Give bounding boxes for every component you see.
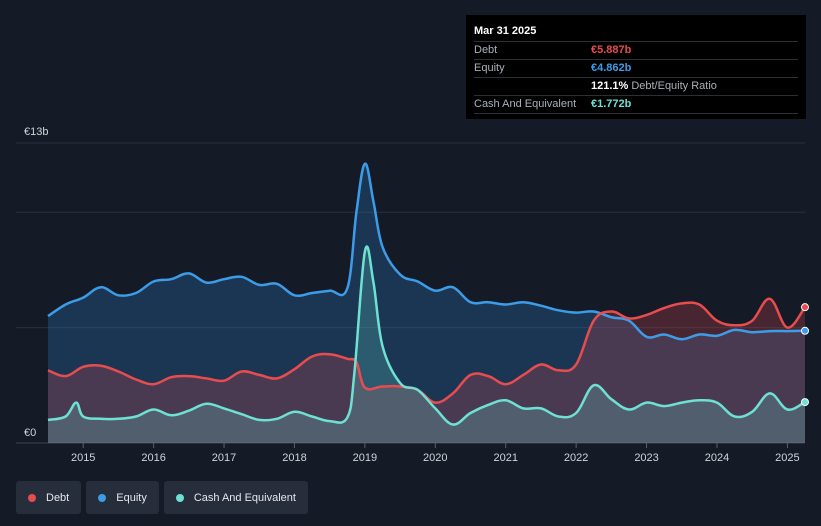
tooltip-ratio-caption: Debt/Equity Ratio <box>631 80 717 92</box>
tooltip-row-cash: Cash And Equivalent €1.772b <box>474 95 798 114</box>
x-axis-ticks: 2015 2016 2017 2018 2019 2020 2021 2022 2023 2024… <box>71 443 800 464</box>
x-tick-2016: 2016 <box>141 452 165 464</box>
chart-lines <box>47 162 807 426</box>
x-tick-2023: 2023 <box>634 452 658 464</box>
tooltip-value-cash: €1.772b <box>591 98 632 110</box>
x-tick-2020: 2020 <box>423 452 447 464</box>
endpoint-equity <box>801 326 809 335</box>
x-tick-2019: 2019 <box>353 452 377 464</box>
chart-grid <box>16 142 805 444</box>
y-tick-zero: €0 <box>24 427 36 439</box>
endpoint-debt <box>801 303 809 312</box>
tooltip-date: Mar 31 2025 <box>474 25 537 37</box>
x-tick-2017: 2017 <box>212 452 236 464</box>
tooltip-value-ratio: 121.1% <box>591 80 629 92</box>
legend-item-cash[interactable]: Cash And Equivalent <box>163 481 308 514</box>
tooltip-value-debt: €5.887b <box>591 44 632 56</box>
legend-label-equity: Equity <box>116 491 147 504</box>
legend-label-cash: Cash And Equivalent <box>193 491 296 504</box>
tooltip-row-debt: Debt €5.887b <box>474 41 798 59</box>
legend-dot-cash-icon <box>175 493 184 502</box>
chart-endpoints <box>801 303 809 407</box>
tooltip-value-equity: €4.862b <box>591 62 632 74</box>
tooltip-label-debt: Debt <box>474 44 498 56</box>
x-tick-2015: 2015 <box>71 452 95 464</box>
y-tick-top: €13b <box>24 126 48 138</box>
x-tick-2024: 2024 <box>705 452 729 464</box>
line-equity <box>47 162 806 341</box>
chart-legend: Debt Equity Cash And Equivalent <box>16 481 308 514</box>
area-cash-and-equivalent <box>48 246 805 443</box>
legend-item-equity[interactable]: Equity <box>86 481 159 514</box>
tooltip-label-equity: Equity <box>474 62 505 74</box>
x-tick-2021: 2021 <box>493 452 517 464</box>
legend-item-debt[interactable]: Debt <box>16 481 82 514</box>
tooltip-label-cash: Cash And Equivalent <box>474 98 577 110</box>
tooltip-label-ratio <box>474 78 591 95</box>
tooltip-row-equity: Equity €4.862b <box>474 59 798 77</box>
x-tick-2018: 2018 <box>282 452 306 464</box>
legend-label-debt: Debt <box>46 491 70 504</box>
legend-dot-equity-icon <box>98 493 107 502</box>
x-tick-2025: 2025 <box>775 452 799 464</box>
line-cash-and-equivalent <box>47 245 806 426</box>
x-tick-2022: 2022 <box>564 452 588 464</box>
endpoint-cash-and-equivalent <box>801 398 809 407</box>
tooltip-row-ratio: 121.1% Debt/Equity Ratio <box>474 77 798 95</box>
area-debt <box>48 298 805 443</box>
data-tooltip: Mar 31 2025 Debt €5.887b Equity €4.862b … <box>466 15 806 119</box>
legend-dot-debt-icon <box>28 493 36 502</box>
